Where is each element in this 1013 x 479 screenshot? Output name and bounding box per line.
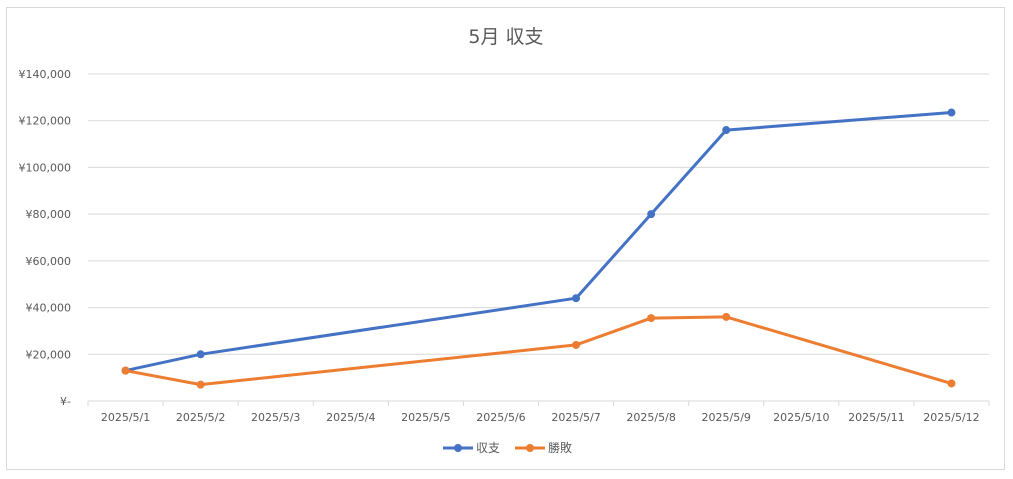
x-tick-label: 2025/5/6 [476, 411, 525, 424]
data-point [947, 108, 956, 117]
series-layer [121, 108, 956, 389]
legend: 収支 勝敗 [443, 440, 572, 455]
x-tick-label: 2025/5/12 [923, 411, 979, 424]
data-point [572, 294, 581, 303]
data-point [647, 210, 656, 219]
data-point [196, 350, 205, 359]
y-tick-label: ¥80,000 [26, 208, 72, 221]
x-tick-label: 2025/5/5 [401, 411, 450, 424]
x-tick-label: 2025/5/1 [101, 411, 150, 424]
x-tick-label: 2025/5/4 [326, 411, 375, 424]
x-axis: 2025/5/1 2025/5/2 2025/5/3 2025/5/4 2025/5/5… [87, 400, 990, 424]
x-tick-label: 2025/5/9 [702, 411, 751, 424]
x-tick-label: 2025/5/11 [848, 411, 904, 424]
chart-title: 5月 収支 [468, 26, 543, 48]
y-tick-label: ¥60,000 [26, 255, 72, 268]
data-point [722, 126, 731, 135]
legend-marker [454, 444, 462, 452]
x-tick-label: 2025/5/7 [551, 411, 600, 424]
x-tick-label: 2025/5/3 [251, 411, 300, 424]
data-point [572, 340, 581, 349]
data-point [722, 312, 731, 321]
data-point [647, 314, 656, 323]
series-line-2 [124, 315, 953, 387]
legend-label-2: 勝敗 [548, 440, 572, 455]
y-tick-label: ¥- [60, 395, 71, 408]
legend-label-1: 収支 [476, 441, 500, 455]
data-point [196, 380, 205, 389]
gridlines [88, 73, 989, 402]
series-line-1 [124, 111, 953, 373]
x-tick-label: 2025/5/2 [176, 411, 225, 424]
line-chart: 5月 収支 ¥- ¥20,000 ¥40,000 ¥60,000 ¥80,000 ¥100… [19, 26, 990, 455]
y-tick-label: ¥120,000 [19, 115, 72, 128]
y-axis-ticks: ¥- ¥20,000 ¥40,000 ¥60,000 ¥80,000 ¥100,000 ¥1… [19, 68, 72, 408]
y-tick-label: ¥100,000 [19, 161, 72, 174]
x-tick-label: 2025/5/10 [773, 411, 829, 424]
chart-frame: 5月 収支 ¥- ¥20,000 ¥40,000 ¥60,000 ¥80,000 ¥100… [6, 7, 1005, 470]
data-point [947, 379, 956, 388]
y-tick-label: ¥20,000 [26, 348, 72, 361]
y-tick-label: ¥140,000 [19, 68, 72, 81]
data-point [121, 366, 130, 375]
legend-marker [526, 444, 534, 452]
y-tick-label: ¥40,000 [26, 302, 72, 315]
x-tick-label: 2025/5/8 [626, 411, 675, 424]
